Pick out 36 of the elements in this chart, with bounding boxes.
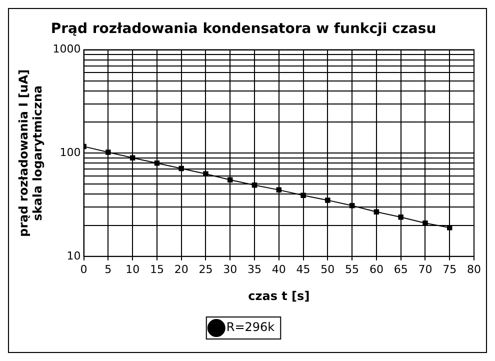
x-tick-label: 15 xyxy=(150,262,164,276)
point xyxy=(300,192,306,198)
x-tick-label: 40 xyxy=(272,262,286,276)
point xyxy=(252,182,258,188)
point xyxy=(154,160,160,166)
point xyxy=(106,150,111,155)
x-tick-label: 45 xyxy=(296,262,310,276)
x-tick-label: 65 xyxy=(394,262,408,276)
x-tick-label: 80 xyxy=(467,262,481,276)
y-tick-label: 1000 xyxy=(52,42,81,56)
x-tick-label: 0 xyxy=(80,262,88,276)
y-tick-label: 10 xyxy=(66,249,81,262)
legend-label: R=296k xyxy=(226,320,275,334)
x-tick-label: 20 xyxy=(174,262,188,276)
x-tick-label: 10 xyxy=(126,262,140,276)
x-tick-label: 55 xyxy=(345,262,360,276)
chart-title: Prąd rozładowania kondensatora w funkcji czasu xyxy=(50,21,436,38)
x-tick-label: 35 xyxy=(248,262,262,276)
x-tick-label: 30 xyxy=(223,262,238,276)
x-tick-label: 25 xyxy=(198,262,213,276)
point xyxy=(228,177,233,183)
point xyxy=(130,155,136,160)
y-axis-title: prąd rozładowania I [uA] skala logarytmiczna xyxy=(16,69,45,237)
point xyxy=(374,209,380,214)
x-tick-label: 50 xyxy=(320,262,335,276)
point xyxy=(349,203,355,208)
x-tick-label: 70 xyxy=(418,262,432,276)
point xyxy=(325,198,330,203)
x-axis-title: czas t [s] xyxy=(248,288,310,303)
point xyxy=(178,166,184,172)
x-tick-label: 75 xyxy=(442,262,457,276)
point xyxy=(276,187,282,193)
x-tick-label: 5 xyxy=(104,262,112,276)
x-tick-label: 60 xyxy=(369,262,384,276)
point xyxy=(398,214,404,220)
y-tick-label: 100 xyxy=(60,146,81,159)
